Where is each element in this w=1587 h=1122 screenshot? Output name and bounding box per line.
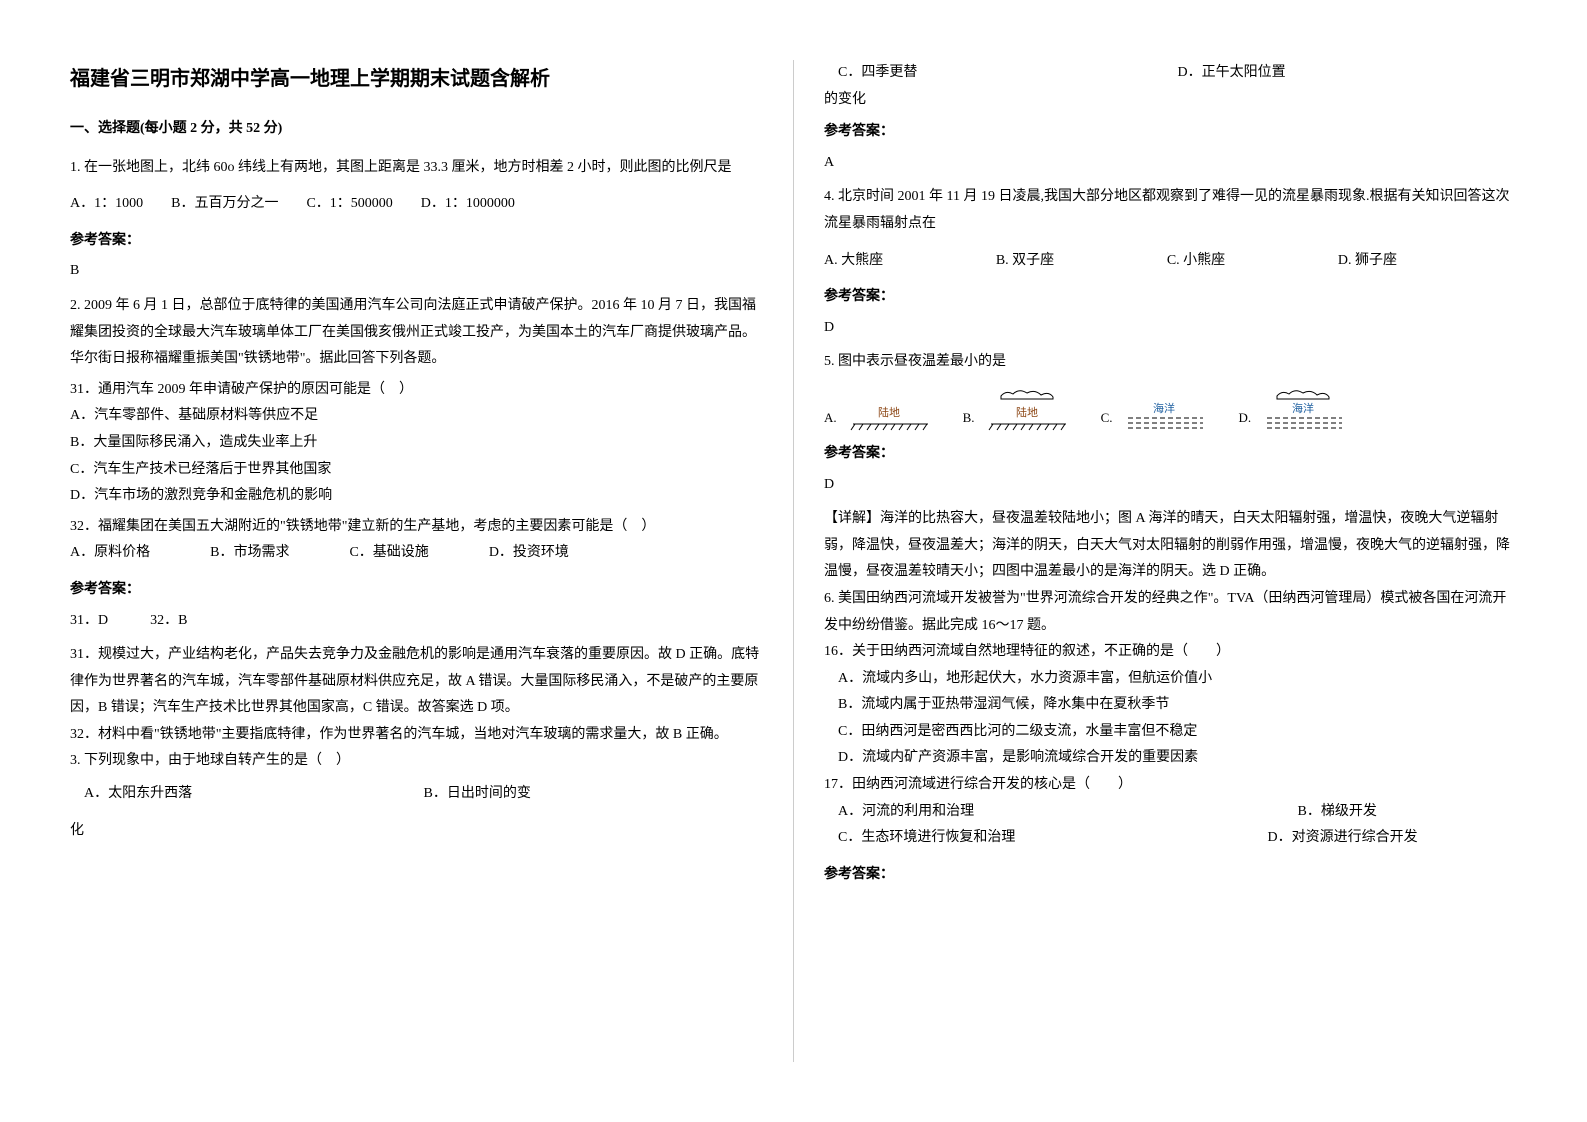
q3-cont: 化 <box>70 818 763 845</box>
sea-label: 海洋 <box>1292 401 1314 415</box>
left-column: 福建省三明市郑湖中学高一地理上学期期末试题含解析 一、选择题(每小题 2 分，共… <box>40 60 794 1062</box>
diagram-b: B. 陆地 <box>963 386 1071 431</box>
q6-17-c: C．生态环境进行恢复和治理 <box>838 825 1178 852</box>
sea-cloudy-icon: 海洋 <box>1257 386 1347 431</box>
q2-32-stem: 32．福耀集团在美国五大湖附近的"铁锈地带"建立新的生产基地，考虑的主要因素可能… <box>70 514 763 541</box>
sea-label: 海洋 <box>1153 401 1175 415</box>
opt-d-label: D. <box>1238 406 1251 431</box>
diagram-d: D. 海洋 <box>1238 386 1347 431</box>
q3-b: B．日出时间的变 <box>424 781 764 808</box>
q2-31-c: C．汽车生产技术已经落后于世界其他国家 <box>70 457 763 484</box>
q4-c: C. 小熊座 <box>1167 248 1225 275</box>
q1-answer: B <box>70 258 763 285</box>
q2-31-a: A．汽车零部件、基础原材料等供应不足 <box>70 403 763 430</box>
section-header: 一、选择题(每小题 2 分，共 52 分) <box>70 116 763 143</box>
q4-a: A. 大熊座 <box>824 248 883 275</box>
opt-b-label: B. <box>963 406 975 431</box>
answer-label: 参考答案： <box>824 119 1517 146</box>
q2-32-d: D．投资环境 <box>489 540 569 567</box>
q3-c: C．四季更替 <box>838 60 1178 87</box>
q6-16-c: C．田纳西河是密西西比河的二级支流，水量丰富但不稳定 <box>824 719 1517 746</box>
q3-stem: 3. 下列现象中，由于地球自转产生的是（ ） <box>70 748 763 775</box>
q5-explain: 【详解】海洋的比热容大，昼夜温差较陆地小；图 A 海洋的晴天，白天太阳辐射强，增… <box>824 506 1517 586</box>
question-3: 3. 下列现象中，由于地球自转产生的是（ ） A．太阳东升西落 B．日出时间的变 <box>70 748 763 807</box>
q6-stem: 6. 美国田纳西河流域开发被誉为"世界河流综合开发的经典之作"。TVA（田纳西河… <box>824 586 1517 639</box>
answer-label: 参考答案： <box>824 862 1517 889</box>
q2-32-c: C．基础设施 <box>349 540 428 567</box>
diagram-c: C. 海洋 <box>1101 386 1209 431</box>
q6-17-d: D．对资源进行综合开发 <box>1178 825 1518 852</box>
opt-c-label: C. <box>1101 406 1113 431</box>
q1-options: A．1：1000 B．五百万分之一 C．1：500000 D．1：1000000 <box>70 191 763 218</box>
q4-b: B. 双子座 <box>996 248 1054 275</box>
q6-17-stem: 17．田纳西河流域进行综合开发的核心是（ ） <box>824 772 1517 799</box>
question-2: 2. 2009 年 6 月 1 日，总部位于底特律的美国通用汽车公司向法庭正式申… <box>70 293 763 567</box>
q6-16-b: B．流域内属于亚热带湿润气候，降水集中在夏秋季节 <box>824 692 1517 719</box>
q2-stem: 2. 2009 年 6 月 1 日，总部位于底特律的美国通用汽车公司向法庭正式申… <box>70 293 763 373</box>
q2-answer: 31．D 32．B <box>70 608 763 635</box>
document-title: 福建省三明市郑湖中学高一地理上学期期末试题含解析 <box>70 60 763 98</box>
q3-d: D．正午太阳位置 <box>1178 60 1518 87</box>
q5-answer: D <box>824 472 1517 499</box>
answer-label: 参考答案： <box>70 228 763 255</box>
q2-32-a: A．原料价格 <box>70 540 150 567</box>
q6-16-a: A．流域内多山，地形起伏大，水力资源丰富，但航运价值小 <box>824 666 1517 693</box>
q2-31-d: D．汽车市场的激烈竞争和金融危机的影响 <box>70 483 763 510</box>
q1-stem: 1. 在一张地图上，北纬 60o 纬线上有两地，其图上距离是 33.3 厘米，地… <box>70 155 763 182</box>
land-cloudy-icon: 陆地 <box>981 386 1071 431</box>
q6-17-a: A．河流的利用和治理 <box>838 799 1178 826</box>
land-clear-icon: 陆地 <box>843 386 933 431</box>
q3-answer: A <box>824 150 1517 177</box>
q4-d: D. 狮子座 <box>1338 248 1397 275</box>
q2-31-stem: 31．通用汽车 2009 年申请破产保护的原因可能是（ ） <box>70 377 763 404</box>
question-4: 4. 北京时间 2001 年 11 月 19 日凌晨,我国大部分地区都观察到了难… <box>824 184 1517 274</box>
diagram-a: A. 陆地 <box>824 386 933 431</box>
land-label: 陆地 <box>1016 405 1038 419</box>
answer-label: 参考答案： <box>824 441 1517 468</box>
right-column: C．四季更替 D．正午太阳位置 的变化 参考答案： A 4. 北京时间 2001… <box>794 60 1547 1062</box>
sea-clear-icon: 海洋 <box>1118 386 1208 431</box>
q3-a: A．太阳东升西落 <box>84 781 424 808</box>
opt-a-label: A. <box>824 406 837 431</box>
q5-stem: 5. 图中表示昼夜温差最小的是 <box>824 349 1517 376</box>
question-5: 5. 图中表示昼夜温差最小的是 A. 陆地 B. <box>824 349 1517 431</box>
q6-16-d: D．流域内矿产资源丰富，是影响流域综合开发的重要因素 <box>824 745 1517 772</box>
q3-cont2: 的变化 <box>824 87 1517 114</box>
q2-31-b: B．大量国际移民涌入，造成失业率上升 <box>70 430 763 457</box>
answer-label: 参考答案： <box>824 284 1517 311</box>
land-label: 陆地 <box>878 405 900 419</box>
q6-17-b: B．梯级开发 <box>1178 799 1518 826</box>
q4-stem: 4. 北京时间 2001 年 11 月 19 日凌晨,我国大部分地区都观察到了难… <box>824 184 1517 237</box>
answer-label: 参考答案： <box>70 577 763 604</box>
q5-diagrams: A. 陆地 B. <box>824 386 1517 431</box>
q2-32-b: B．市场需求 <box>210 540 289 567</box>
question-1: 1. 在一张地图上，北纬 60o 纬线上有两地，其图上距离是 33.3 厘米，地… <box>70 155 763 218</box>
q2-explain32: 32．材料中看"铁锈地带"主要指底特律，作为世界著名的汽车城，当地对汽车玻璃的需… <box>70 722 763 749</box>
question-6: 6. 美国田纳西河流域开发被誉为"世界河流综合开发的经典之作"。TVA（田纳西河… <box>824 586 1517 852</box>
q4-answer: D <box>824 315 1517 342</box>
q6-16-stem: 16．关于田纳西河流域自然地理特征的叙述，不正确的是（ ） <box>824 639 1517 666</box>
q2-explain31: 31．规模过大，产业结构老化，产品失去竞争力及金融危机的影响是通用汽车衰落的重要… <box>70 642 763 722</box>
